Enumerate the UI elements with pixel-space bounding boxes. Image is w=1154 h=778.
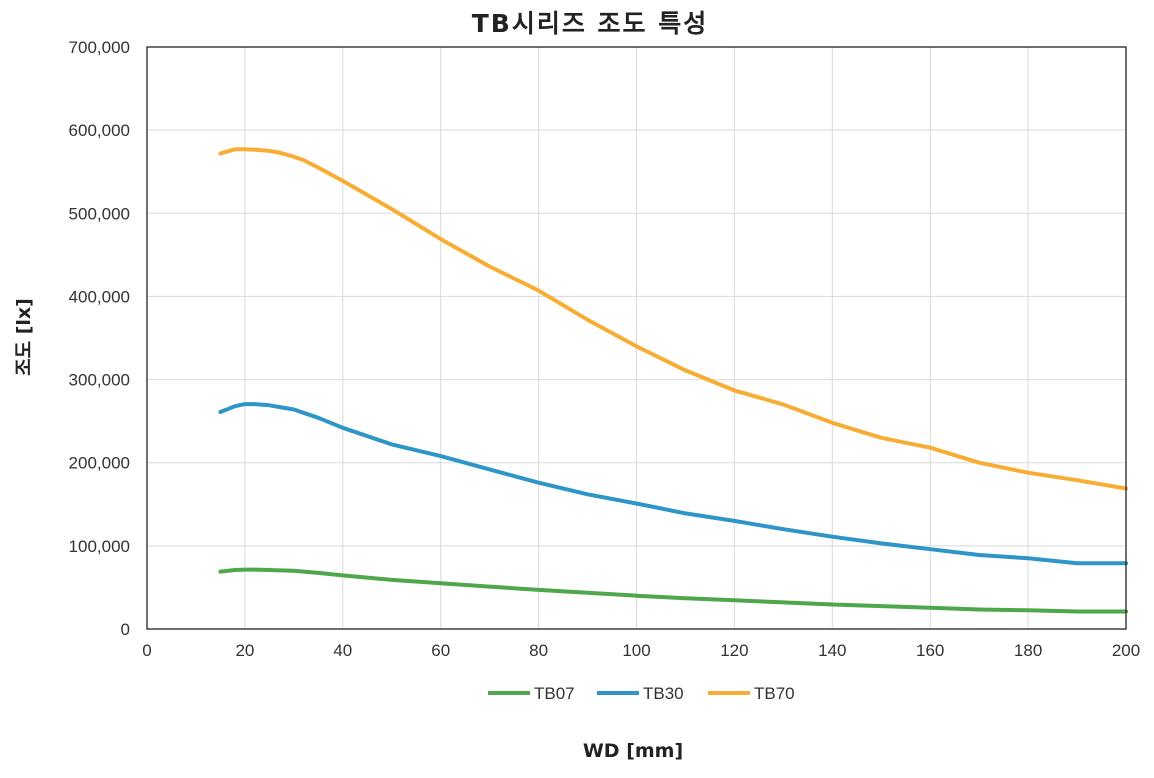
legend-label: TB30 xyxy=(643,684,684,703)
y-tick-label: 0 xyxy=(121,620,130,639)
y-tick-label: 700,000 xyxy=(69,38,130,57)
x-axis-ticks: 0 20 40 60 80 100 120 140 160 180 200 xyxy=(142,641,1140,660)
plot-frame xyxy=(146,46,1127,630)
x-tick-label: 40 xyxy=(333,641,352,660)
y-tick-label: 500,000 xyxy=(69,204,130,223)
x-tick-label: 120 xyxy=(720,641,748,660)
x-tick-label: 200 xyxy=(1112,641,1140,660)
series-line-tb07 xyxy=(218,567,1128,614)
x-axis-label: WD [mm] xyxy=(583,740,683,762)
x-tick-label: 80 xyxy=(529,641,548,660)
x-tick-label: 20 xyxy=(235,641,254,660)
x-tick-label: 100 xyxy=(622,641,650,660)
legend-item-tb30: TB30 xyxy=(597,684,684,703)
plot-series xyxy=(218,147,1128,614)
grid xyxy=(146,46,1127,630)
x-tick-label: 140 xyxy=(818,641,846,660)
y-tick-label: 200,000 xyxy=(69,454,130,473)
y-tick-label: 600,000 xyxy=(69,121,130,140)
x-tick-label: 180 xyxy=(1014,641,1042,660)
y-tick-label: 400,000 xyxy=(69,287,130,306)
y-axis-ticks: 0 100,000 200,000 300,000 400,000 500,000 600,… xyxy=(69,38,130,639)
series-line-tb30 xyxy=(218,402,1128,566)
y-axis-label: 조도 [lx] xyxy=(13,298,35,376)
legend-label: TB07 xyxy=(534,684,575,703)
legend-item-tb07: TB07 xyxy=(488,684,575,703)
y-tick-label: 300,000 xyxy=(69,371,130,390)
legend-item-tb70: TB70 xyxy=(708,684,795,703)
x-tick-label: 160 xyxy=(916,641,944,660)
y-tick-label: 100,000 xyxy=(69,537,130,556)
series-line-tb70 xyxy=(218,147,1128,491)
legend: TB07 TB30 TB70 xyxy=(488,684,795,703)
chart-title: TB시리즈 조도 특성 xyxy=(472,9,709,38)
legend-label: TB70 xyxy=(754,684,795,703)
x-tick-label: 0 xyxy=(142,641,151,660)
x-tick-label: 60 xyxy=(431,641,450,660)
